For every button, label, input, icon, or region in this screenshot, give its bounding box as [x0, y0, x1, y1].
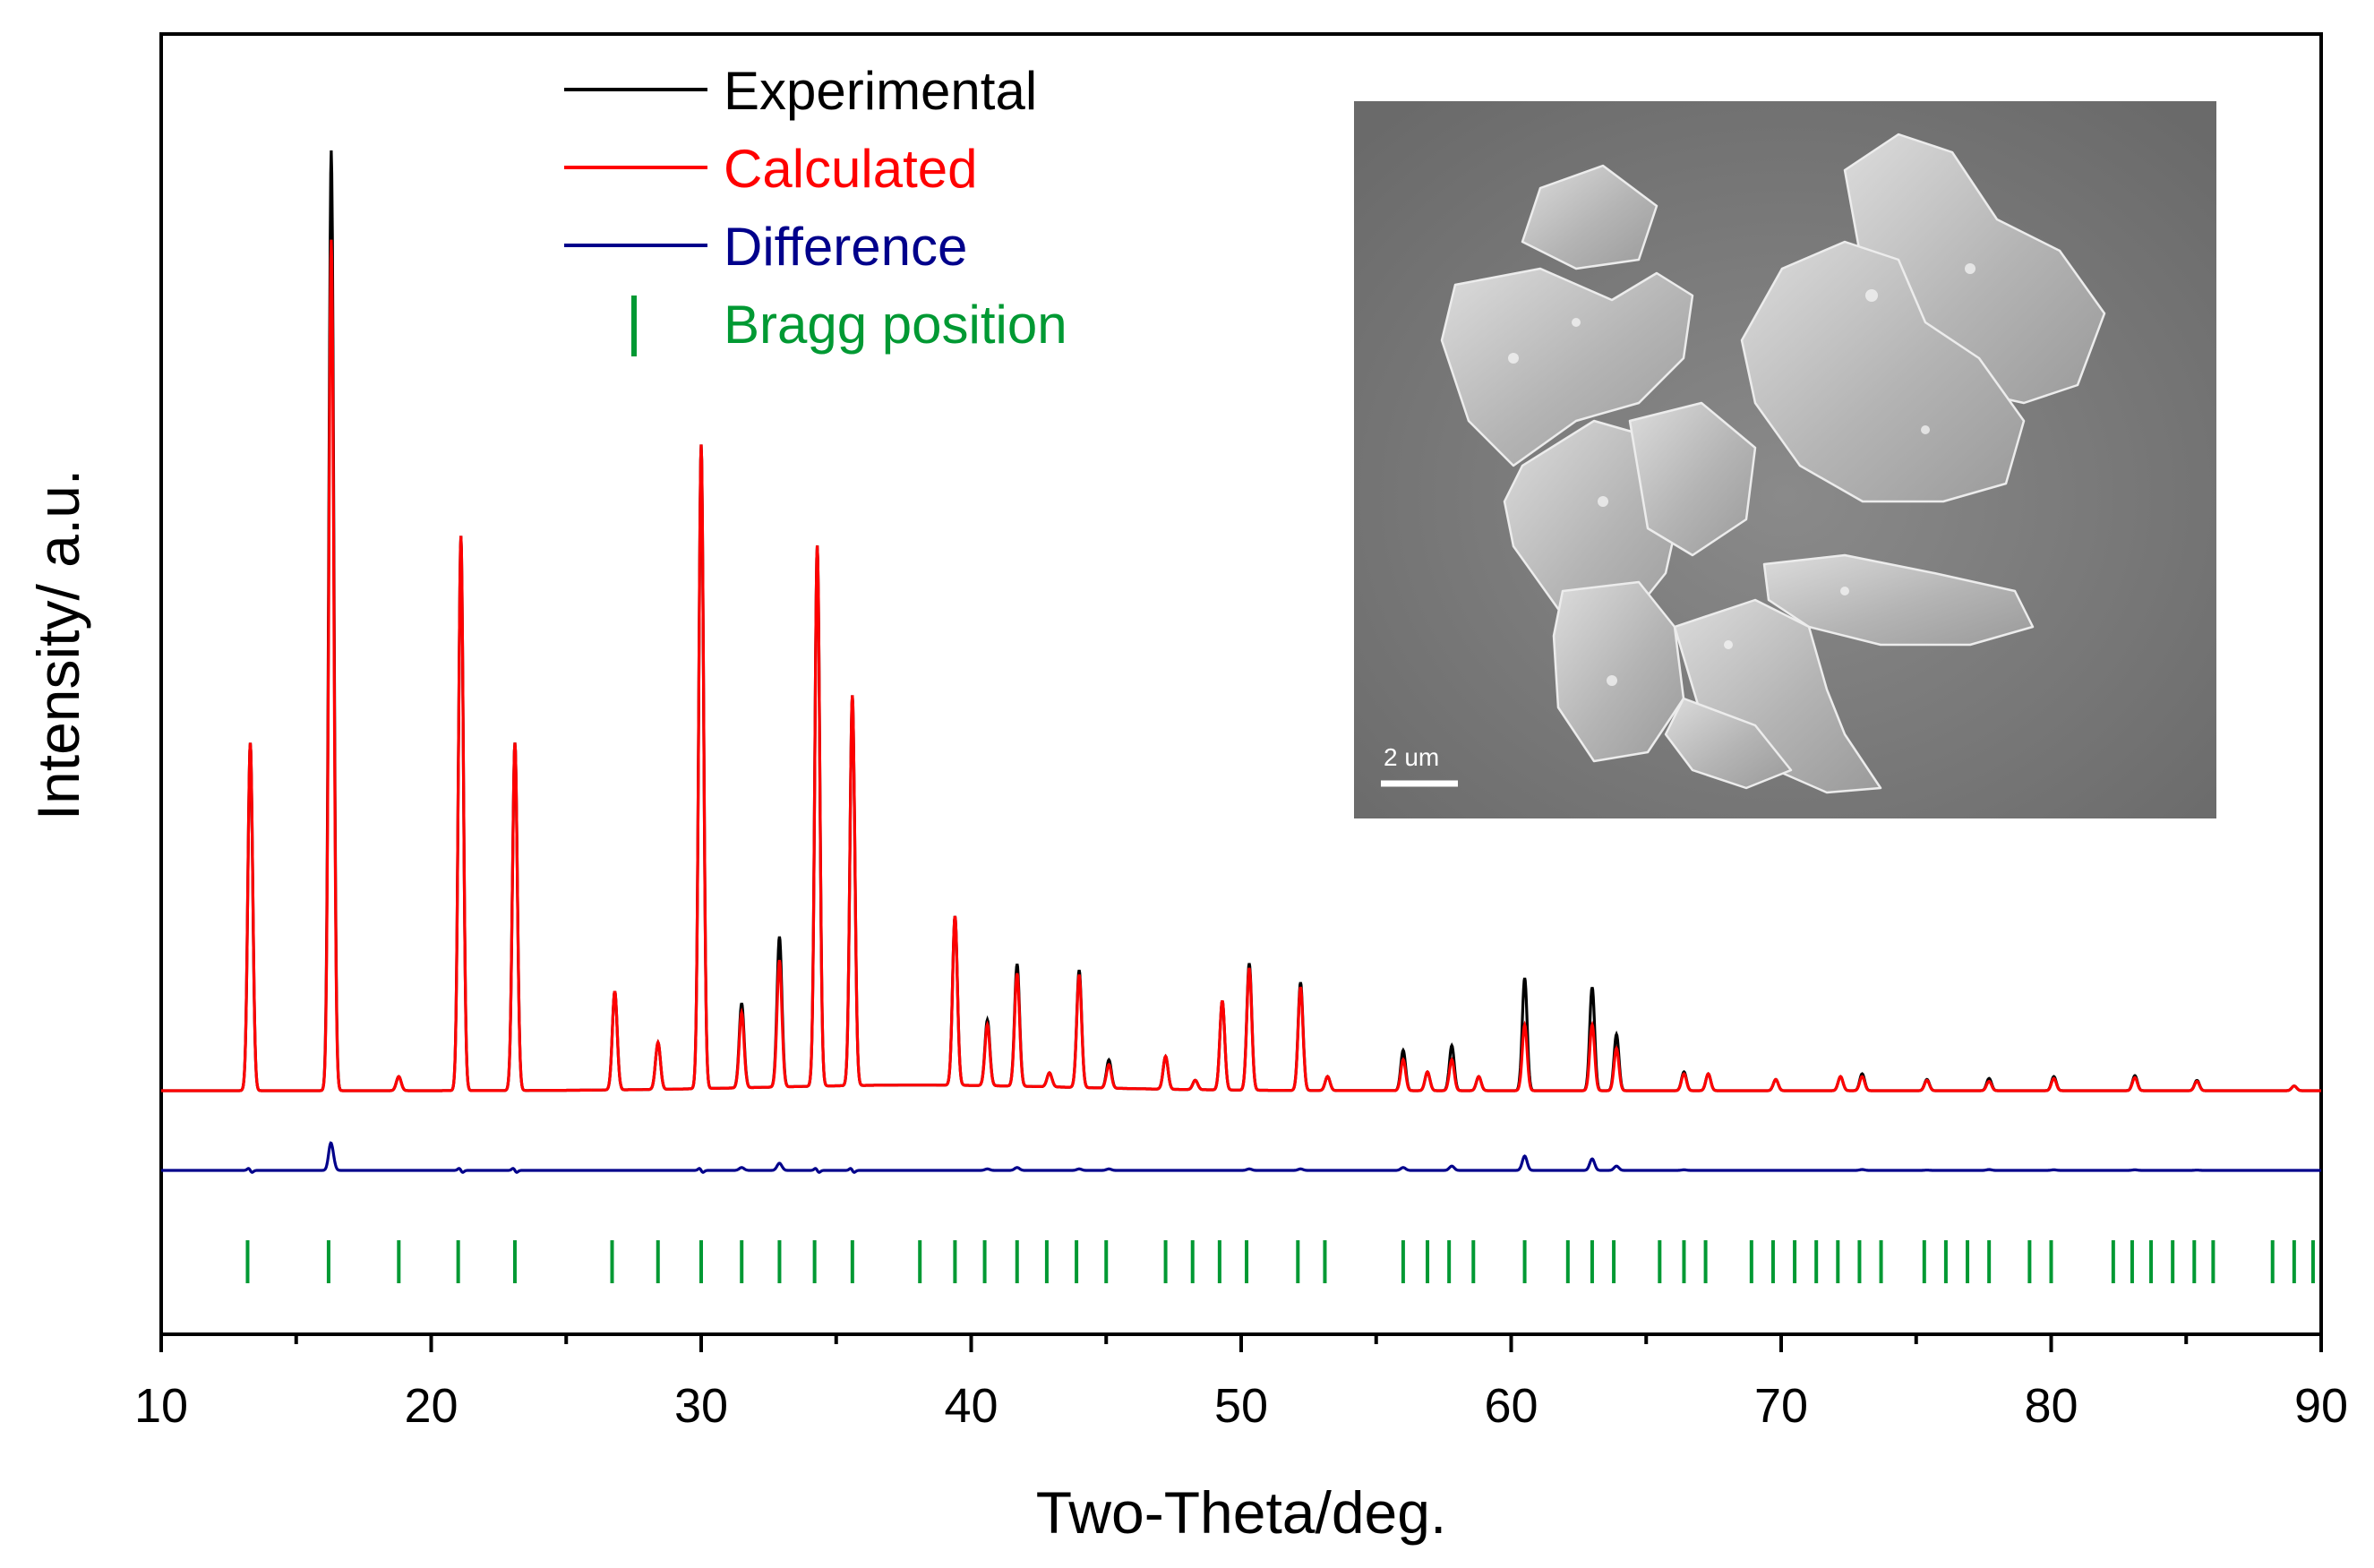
x-tick-label: 50	[1214, 1379, 1268, 1433]
sem-particle	[1628, 401, 1757, 557]
sem-particle	[1552, 580, 1685, 763]
x-tick-label: 40	[944, 1379, 998, 1433]
sem-particle	[1521, 164, 1658, 270]
series-difference	[161, 1141, 2321, 1174]
x-tick-label: 20	[404, 1379, 458, 1433]
x-tick-label: 30	[674, 1379, 728, 1433]
sem-particle	[1664, 697, 1793, 790]
x-axis: 10 20 30 40 50 60 70 80 90	[134, 1334, 2348, 1433]
legend-label-bragg: Bragg position	[724, 295, 1067, 355]
legend-label-calculated: Calculated	[724, 139, 978, 199]
x-tick-label: 90	[2294, 1379, 2348, 1433]
scale-bar-label: 2 um	[1384, 743, 1439, 771]
legend-label-difference: Difference	[724, 217, 967, 277]
bragg-ticks	[245, 1240, 2315, 1283]
sem-particle	[1740, 240, 2026, 503]
sem-inset-image: 2 um	[1354, 101, 2216, 818]
y-axis-label: Intensity/ a.u.	[25, 469, 91, 821]
series-calculated	[161, 239, 2321, 1092]
legend: Experimental Calculated Difference Bragg…	[564, 61, 1067, 356]
sem-particle	[1762, 553, 2035, 647]
x-axis-label: Two-Theta/deg.	[1036, 1479, 1447, 1546]
x-tick-label: 70	[1754, 1379, 1808, 1433]
x-tick-label: 80	[2024, 1379, 2078, 1433]
sem-particle	[1440, 267, 1694, 467]
x-tick-label: 60	[1484, 1379, 1538, 1433]
x-tick-label: 10	[134, 1379, 188, 1433]
legend-label-experimental: Experimental	[724, 61, 1037, 121]
